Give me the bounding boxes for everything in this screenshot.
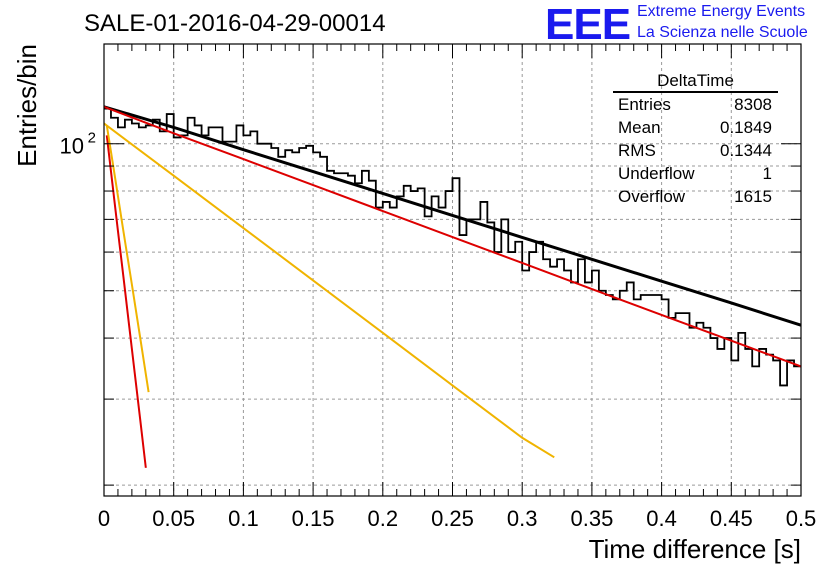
stats-row-label: Overflow xyxy=(618,187,686,206)
x-tick-label: 0.05 xyxy=(152,506,195,531)
x-tick-label: 0.35 xyxy=(570,506,613,531)
stats-row-value: 1615 xyxy=(734,187,772,206)
histogram-line xyxy=(104,107,801,387)
logo-line-1: Extreme Energy Events xyxy=(637,3,806,20)
stats-title: DeltaTime xyxy=(657,71,734,90)
x-axis-label: Time difference [s] xyxy=(589,534,801,564)
y-tick-label-exponent: 2 xyxy=(88,130,96,147)
fit-curves xyxy=(104,105,801,468)
stats-row-value: 0.1344 xyxy=(720,141,772,160)
logo-line-2: La Scienza nelle Scuole xyxy=(637,24,808,41)
fit-curve-component-slow xyxy=(104,105,801,368)
stats-row-label: Mean xyxy=(618,118,661,137)
fit-curve-total xyxy=(104,105,801,327)
fit-curve-component-veryfast-yellow xyxy=(105,125,150,393)
stats-row-value: 1 xyxy=(763,164,772,183)
grid xyxy=(104,44,801,496)
stats-row-value: 8308 xyxy=(734,95,772,114)
stats-row-value: 0.1849 xyxy=(720,118,772,137)
stats-box: DeltaTime Entries 8308 Mean 0.1849 RMS 0.1344 U… xyxy=(613,71,778,206)
stats-row-label: Entries xyxy=(618,95,671,114)
x-tick-label: 0.3 xyxy=(507,506,538,531)
x-tick-label: 0.4 xyxy=(646,506,677,531)
axes: 0 0.05 0.1 0.15 0.2 0.25 0.3 0.35 0.4 0.45 0.5 10 2 T… xyxy=(12,43,817,564)
chart-title: SALE-01-2016-04-29-00014 xyxy=(84,10,386,37)
x-tick-label: 0.25 xyxy=(431,506,474,531)
x-tick-label: 0.15 xyxy=(292,506,335,531)
y-axis-label: Entries/bin xyxy=(12,44,42,167)
histogram-series xyxy=(104,107,801,387)
x-tick-label: 0.1 xyxy=(228,506,259,531)
x-tick-label: 0.45 xyxy=(710,506,753,531)
eee-logo: EEE xyxy=(545,0,631,49)
y-tick-label: 10 xyxy=(60,134,84,159)
x-tick-label: 0.5 xyxy=(786,506,817,531)
fit-curve-component-fast xyxy=(104,122,555,459)
x-tick-label: 0 xyxy=(98,506,110,531)
x-tick-label: 0.2 xyxy=(368,506,399,531)
stats-row-label: RMS xyxy=(618,141,656,160)
fit-curve-component-veryfast-red xyxy=(105,135,147,468)
stats-row-label: Underflow xyxy=(618,164,695,183)
